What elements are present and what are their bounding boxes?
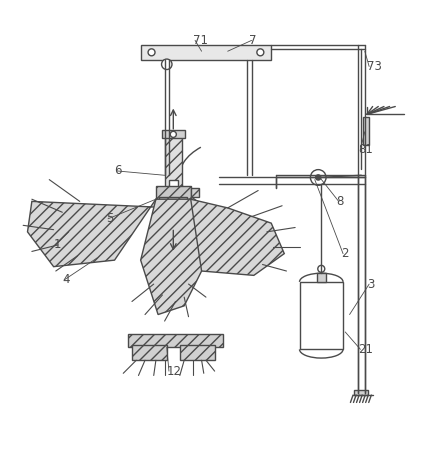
Text: 3: 3	[367, 278, 374, 291]
Text: 1: 1	[53, 238, 61, 252]
Bar	[169, 180, 178, 263]
Circle shape	[316, 175, 321, 180]
Bar	[162, 131, 185, 138]
Bar	[180, 345, 215, 360]
Bar	[156, 186, 191, 199]
Text: 12: 12	[167, 364, 182, 378]
Bar	[165, 260, 182, 271]
Text: 2: 2	[341, 247, 348, 260]
Polygon shape	[28, 199, 173, 267]
Text: 21: 21	[358, 343, 373, 356]
Bar	[159, 197, 187, 208]
Circle shape	[171, 271, 176, 276]
Bar	[132, 345, 167, 360]
Bar	[165, 136, 182, 188]
Bar	[127, 334, 223, 347]
Bar	[363, 116, 369, 145]
Circle shape	[257, 49, 264, 56]
Text: 73: 73	[367, 60, 382, 73]
Text: 4: 4	[62, 273, 70, 286]
Bar	[141, 45, 271, 60]
Circle shape	[170, 131, 177, 137]
Bar	[191, 188, 198, 197]
Bar	[165, 136, 182, 188]
Bar	[317, 273, 325, 282]
Polygon shape	[141, 199, 201, 314]
Bar	[300, 282, 343, 349]
Text: 8: 8	[336, 195, 344, 208]
Bar	[354, 390, 368, 395]
Text: 6: 6	[115, 164, 122, 177]
Circle shape	[311, 170, 326, 185]
Text: 71: 71	[193, 34, 208, 47]
Polygon shape	[173, 199, 284, 275]
Text: 81: 81	[358, 143, 373, 156]
Text: 7: 7	[250, 34, 257, 47]
Circle shape	[162, 59, 172, 70]
Circle shape	[318, 265, 325, 273]
Circle shape	[148, 49, 155, 56]
Text: 5: 5	[106, 212, 113, 225]
